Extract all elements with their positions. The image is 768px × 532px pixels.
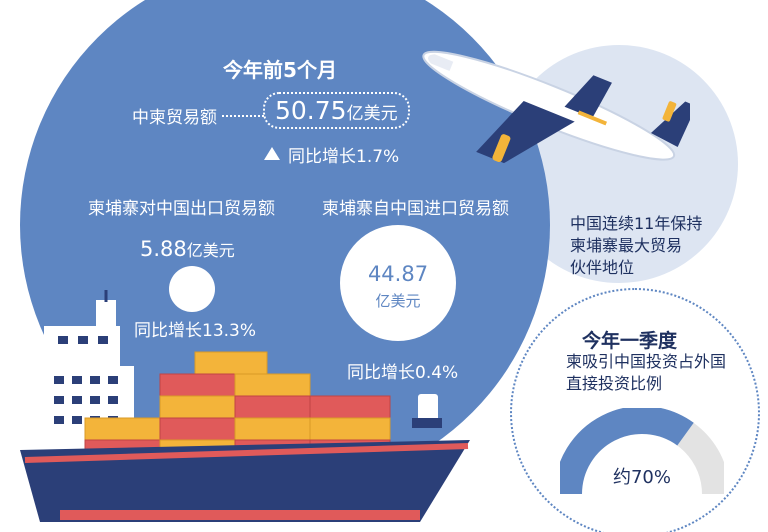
hull [20,440,470,522]
total-trade-unit: 亿美元 [346,104,398,124]
partner-line: 中国连续11年保持 [570,214,703,233]
import-unit: 亿美元 [375,292,421,310]
investment-line: 柬吸引中国投资占外国 [566,352,727,371]
airplane-icon [422,50,690,164]
export-label: 柬埔寨对中国出口贸易额 [88,199,275,219]
import-growth: 同比增长0.4% [347,363,459,383]
total-trade-value: 50.75 [275,96,347,125]
cargo-ship [20,290,470,522]
up-triangle-icon [264,147,280,160]
export-growth: 同比增长13.3% [134,321,257,341]
investment-line: 直接投资比例 [566,374,663,393]
import-value: 44.87 [367,262,429,286]
investment-text: 柬吸引中国投资占外国 直接投资比例 [566,351,726,395]
investment-value: 约70% [612,467,671,488]
dotted-connector [222,115,264,117]
headline: 今年前5个月 [223,58,337,82]
export-value: 5.88 [140,237,187,261]
total-trade-label: 中柬贸易额 [132,108,217,128]
partner-line: 伙伴地位 [570,258,635,277]
export-unit: 亿美元 [186,241,235,260]
gauge-fill [560,408,694,495]
total-trade-amount: 50.75亿美元 [263,92,410,129]
export-amount: 5.88亿美元 [140,237,235,261]
export-bubble [169,266,215,312]
import-label: 柬埔寨自中国进口贸易额 [322,199,509,219]
partner-text: 中国连续11年保持 柬埔寨最大贸易 伙伴地位 [570,213,702,279]
import-bubble [340,225,456,341]
bow-post [418,394,438,424]
investment-title: 今年一季度 [582,330,678,352]
investment-gauge [560,408,724,495]
bridge-top [44,326,120,366]
total-trade-growth: 同比增长1.7% [288,147,400,167]
mast [96,300,116,328]
partner-line: 柬埔寨最大贸易 [570,236,683,255]
